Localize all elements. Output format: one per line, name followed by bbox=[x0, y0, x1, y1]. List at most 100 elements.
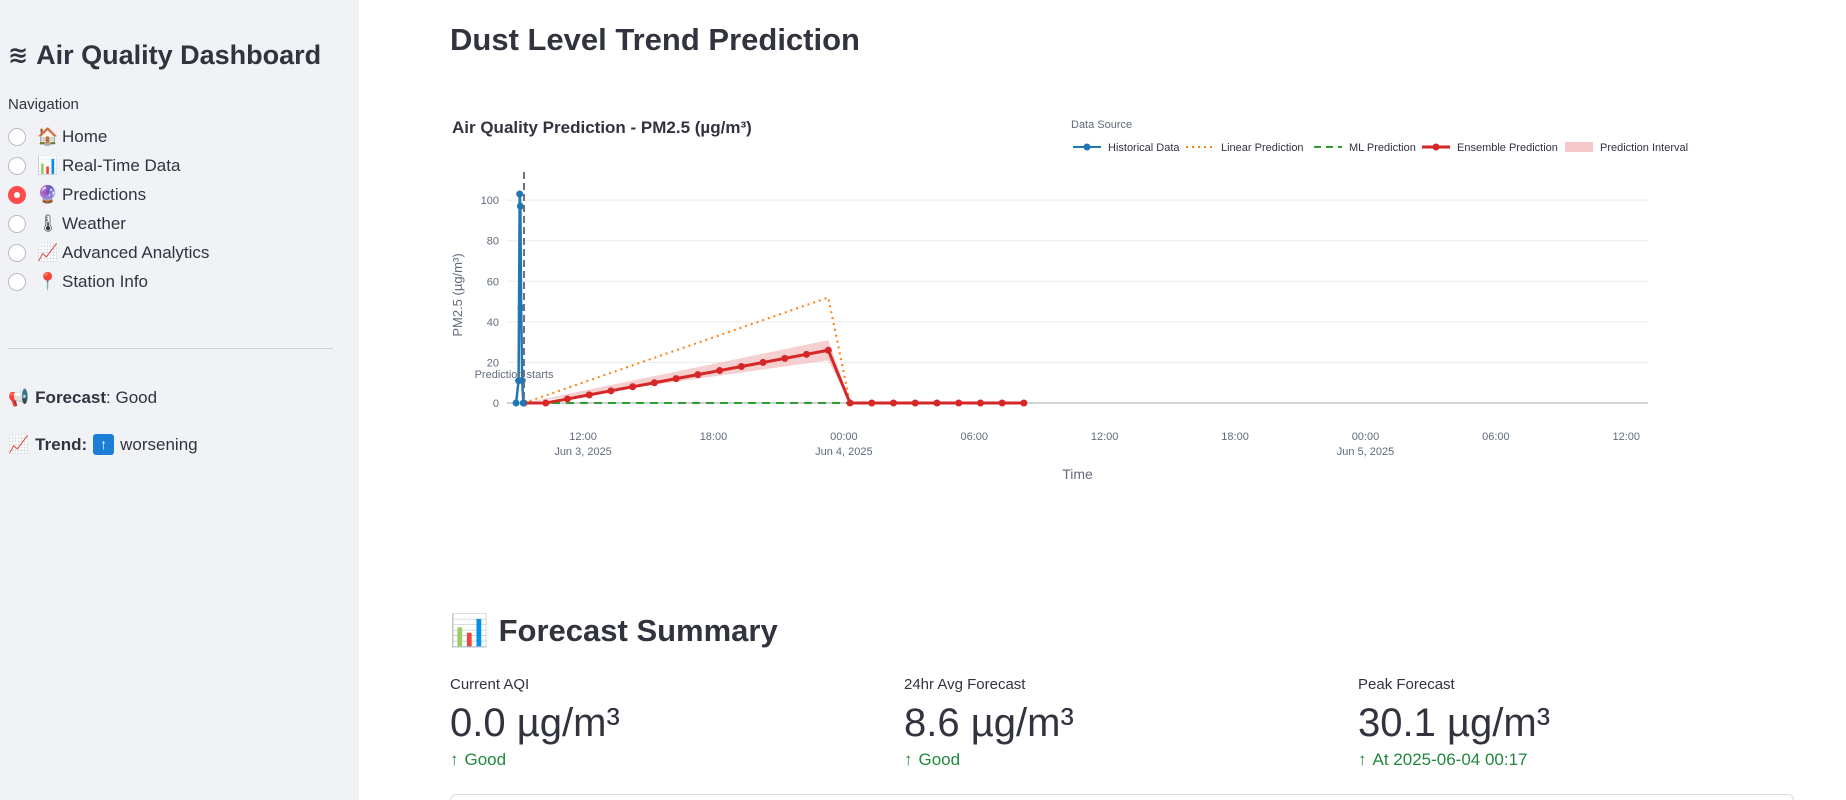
ensemble-point bbox=[846, 399, 854, 407]
historical-point bbox=[516, 190, 524, 198]
x-tick-label: 00:00 bbox=[830, 431, 858, 443]
nav-item-home[interactable]: 🏠 Home bbox=[8, 122, 209, 151]
nav-item-label: Weather bbox=[62, 213, 126, 233]
waves-icon: ≋ bbox=[8, 42, 29, 69]
prediction-start-annotation: Prediction starts bbox=[475, 369, 554, 381]
sidebar-title-text: Air Quality Dashboard bbox=[36, 40, 322, 70]
home-icon: 🏠 bbox=[37, 126, 59, 146]
legend-swatch-marker bbox=[1432, 143, 1440, 151]
legend-title: Data Source bbox=[1071, 119, 1132, 131]
radio-button[interactable] bbox=[8, 272, 26, 291]
radio-button[interactable] bbox=[8, 127, 26, 146]
sidebar-divider bbox=[8, 348, 333, 349]
metric-delta-text: At 2025-06-04 00:17 bbox=[1372, 750, 1528, 769]
ensemble-point bbox=[955, 399, 963, 407]
forecast-value: Good bbox=[115, 388, 158, 407]
chart-title: Air Quality Prediction - PM2.5 (µg/m³) bbox=[452, 118, 752, 137]
chart-svg[interactable]: 0 20 40 60 80 100 12:00 Jun 3, 2025 18:00 00:00 Ju… bbox=[450, 100, 1790, 570]
metric-delta-text: Good bbox=[464, 750, 507, 769]
bar-chart-icon: 📊 bbox=[450, 613, 489, 648]
x-tick-label: 12:00 bbox=[1613, 431, 1641, 443]
radio-button[interactable] bbox=[8, 185, 26, 204]
nav-radio-group: 🏠 Home 📊 Real-Time Data 🔮 Predictions 🌡 Weather… bbox=[8, 122, 209, 296]
radio-button[interactable] bbox=[8, 156, 26, 175]
prediction-chart[interactable]: Air Quality Prediction - PM2.5 (µg/m³) 0… bbox=[450, 100, 1790, 570]
x-tick-sublabel: Jun 3, 2025 bbox=[554, 446, 612, 458]
real-time-data-icon: 📊 bbox=[37, 155, 59, 175]
ensemble-point bbox=[1020, 399, 1028, 407]
y-tick-label: 20 bbox=[487, 357, 499, 369]
nav-item-station-info[interactable]: 📍 Station Info bbox=[8, 267, 209, 296]
historical-point bbox=[512, 399, 520, 407]
sidebar: ≋ Air Quality Dashboard Navigation 🏠 Home… bbox=[0, 0, 359, 800]
x-tick-sublabel: Jun 5, 2025 bbox=[1337, 446, 1395, 458]
ensemble-point bbox=[868, 399, 876, 407]
nav-item-label: Station Info bbox=[62, 271, 149, 291]
legend-item-label: Linear Prediction bbox=[1221, 142, 1304, 154]
metric-delta: ↑ Good bbox=[450, 750, 620, 770]
station-info-icon: 📍 bbox=[37, 271, 59, 291]
chart-up-icon: 📈 bbox=[8, 434, 30, 454]
megaphone-icon: 📢 bbox=[8, 388, 30, 407]
nav-item-real-time-data[interactable]: 📊 Real-Time Data bbox=[8, 151, 209, 180]
nav-item-label: Advanced Analytics bbox=[62, 242, 210, 262]
forecast-summary-text: Forecast Summary bbox=[498, 612, 778, 648]
nav-item-label: Home bbox=[62, 126, 108, 146]
trend-value: worsening bbox=[120, 434, 198, 454]
metric-24hr-avg: 24hr Avg Forecast 8.6 µg/m³ ↑ Good bbox=[904, 676, 1074, 770]
metric-delta-text: Good bbox=[918, 750, 961, 769]
ensemble-point bbox=[672, 375, 680, 383]
trend-status: 📈 Trend: ↑ worsening bbox=[8, 434, 198, 455]
metric-label: 24hr Avg Forecast bbox=[904, 676, 1026, 693]
ensemble-point bbox=[933, 399, 941, 407]
nav-item-predictions[interactable]: 🔮 Predictions bbox=[8, 180, 209, 209]
x-tick-label: 18:00 bbox=[700, 431, 728, 443]
legend-swatch-interval bbox=[1565, 142, 1593, 152]
metric-delta: ↑ Good bbox=[904, 750, 1074, 770]
x-tick-label: 12:00 bbox=[1091, 431, 1119, 443]
metric-value: 0.0 µg/m³ bbox=[450, 701, 620, 745]
historical-point bbox=[517, 304, 525, 312]
ensemble-point bbox=[824, 346, 832, 354]
arrow-up-icon: ↑ bbox=[904, 750, 913, 769]
radio-button[interactable] bbox=[8, 214, 26, 233]
ensemble-point bbox=[889, 399, 897, 407]
forecast-summary-title: 📊 Forecast Summary bbox=[450, 612, 778, 649]
ensemble-prediction-line bbox=[524, 348, 1024, 405]
ensemble-point bbox=[716, 367, 724, 375]
ensemble-point bbox=[976, 399, 984, 407]
legend-item-label: Historical Data bbox=[1108, 142, 1180, 154]
prediction-interval-band bbox=[524, 340, 851, 403]
page-title: Dust Level Trend Prediction bbox=[450, 22, 860, 57]
forecast-label: Forecast bbox=[35, 388, 107, 407]
y-tick-label: 80 bbox=[487, 236, 499, 248]
nav-item-advanced-analytics[interactable]: 📈 Advanced Analytics bbox=[8, 238, 209, 267]
x-tick-label: 18:00 bbox=[1221, 431, 1249, 443]
x-tick-label: 06:00 bbox=[961, 431, 989, 443]
metric-delta: ↑ At 2025-06-04 00:17 bbox=[1358, 750, 1550, 770]
y-tick-label: 0 bbox=[493, 398, 499, 410]
main-content: Dust Level Trend Prediction Air Quality … bbox=[359, 0, 1846, 800]
ensemble-point bbox=[781, 354, 789, 362]
ensemble-point bbox=[998, 399, 1006, 407]
ensemble-point bbox=[607, 387, 615, 395]
metric-current-aqi: Current AQI 0.0 µg/m³ ↑ Good bbox=[450, 676, 620, 770]
x-axis-title: Time bbox=[1062, 466, 1093, 482]
radio-button[interactable] bbox=[8, 243, 26, 262]
arrow-up-icon: ↑ bbox=[1358, 750, 1367, 769]
x-tick-label: 12:00 bbox=[569, 431, 597, 443]
ensemble-point bbox=[629, 383, 637, 391]
ensemble-point bbox=[803, 350, 811, 358]
x-tick-label: 06:00 bbox=[1482, 431, 1510, 443]
legend-item-label: Prediction Interval bbox=[1600, 142, 1688, 154]
nav-item-weather[interactable]: 🌡 Weather bbox=[8, 209, 209, 238]
legend-swatch-marker bbox=[1083, 143, 1091, 151]
nav-item-label: Real-Time Data bbox=[62, 155, 181, 175]
predictions-icon: 🔮 bbox=[37, 184, 59, 204]
ensemble-point bbox=[911, 399, 919, 407]
x-tick-label: 00:00 bbox=[1352, 431, 1380, 443]
advanced-analytics-icon: 📈 bbox=[37, 242, 59, 262]
weather-icon: 🌡 bbox=[37, 213, 59, 233]
ensemble-point bbox=[759, 358, 767, 366]
legend-item-label: Ensemble Prediction bbox=[1457, 142, 1558, 154]
